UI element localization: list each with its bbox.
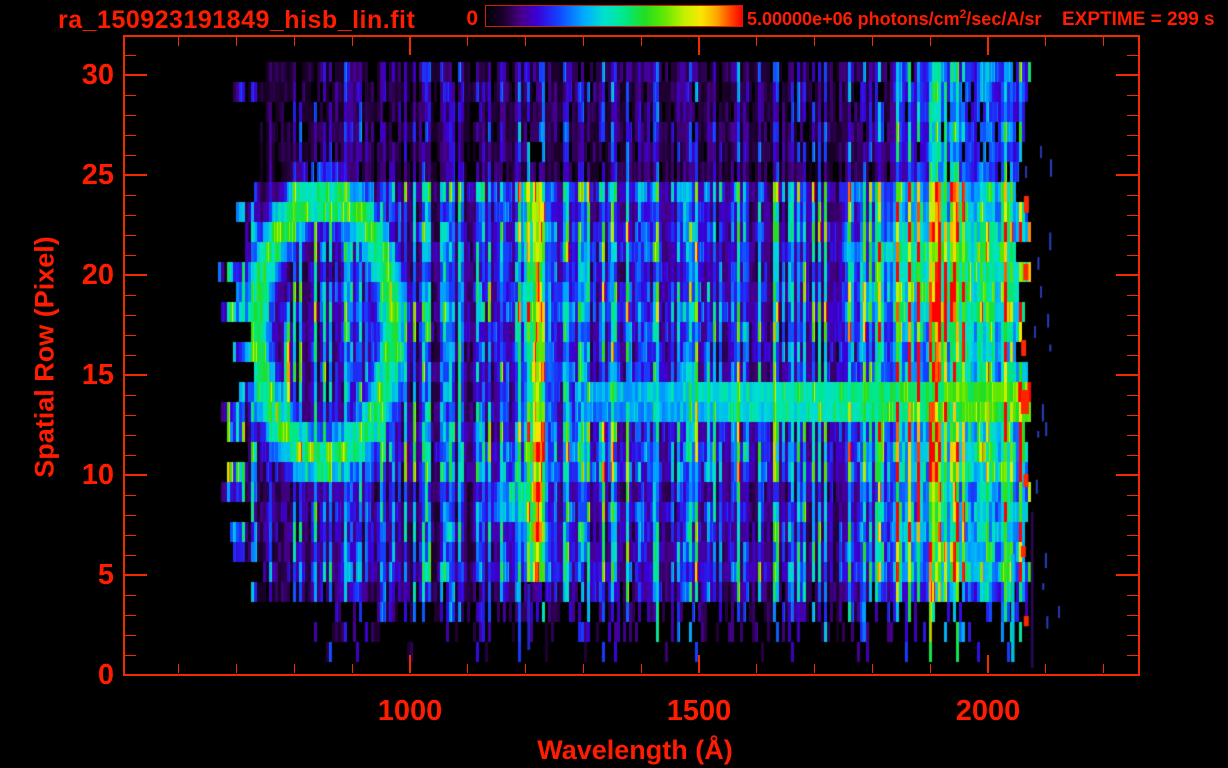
y-tick-label: 30 xyxy=(81,59,114,91)
spectral-image-canvas xyxy=(125,37,1138,674)
x-tick-label: 2000 xyxy=(955,695,1021,727)
exptime-label: EXPTIME = 299 s xyxy=(1062,9,1215,30)
plot-frame xyxy=(123,35,1140,676)
x-tick-label: 1500 xyxy=(666,695,732,727)
colorbar-units-exponent: 2 xyxy=(959,7,967,21)
y-tick-label: 25 xyxy=(81,159,114,191)
colorbar-units-suffix: /sec/A/sr xyxy=(966,9,1042,29)
plot-title: ra_150923191849_hisb_lin.fit xyxy=(58,6,416,34)
colorbar-min-label: 0 xyxy=(466,7,478,30)
y-tick-label: 0 xyxy=(97,659,114,691)
y-axis-title: Spatial Row (Pixel) xyxy=(29,236,60,478)
colorbar xyxy=(485,5,743,27)
x-tick-label: 1000 xyxy=(377,695,443,727)
y-tick-label: 5 xyxy=(97,559,114,591)
x-axis-title: Wavelength (Å) xyxy=(537,735,733,765)
colorbar-max-label: 5.00000e+06 photons/cm2/sec/A/sr xyxy=(747,7,1042,30)
colorbar-units-prefix: 5.00000e+06 photons/cm xyxy=(747,9,960,29)
